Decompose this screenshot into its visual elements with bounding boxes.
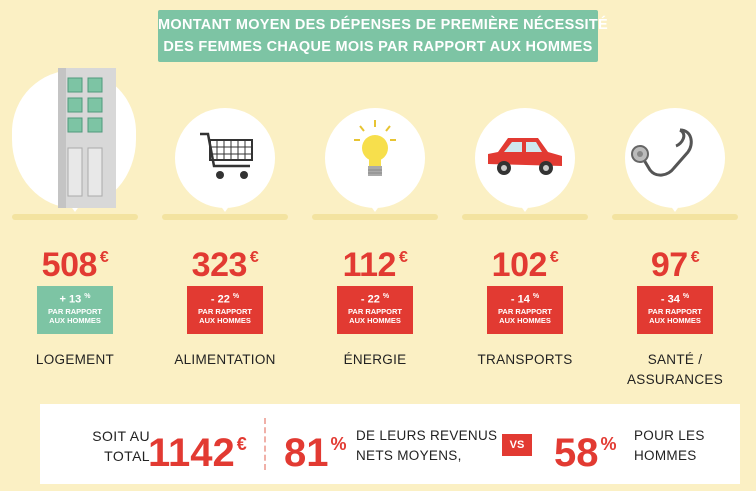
category-label: LOGEMENT	[35, 352, 115, 367]
light-bulb-icon	[354, 120, 396, 176]
amount: 508 €	[41, 246, 109, 284]
title-banner: MONTANT MOYEN DES DÉPENSES DE PREMIÈRE N…	[158, 10, 609, 62]
category-label: ALIMENTATION	[174, 352, 276, 367]
change-badge: - 22 % PAR RAPPORT AUX HOMMES	[187, 286, 263, 334]
amount: 97 €	[650, 246, 700, 284]
shopping-cart-icon	[200, 132, 253, 179]
total-amount: 1142 €	[148, 431, 247, 475]
change-badge: + 13 % PAR RAPPORT AUX HOMMES	[37, 286, 113, 334]
divider	[264, 418, 266, 470]
category-label: SANTÉ / ASSURANCES	[626, 352, 724, 387]
stethoscope-icon	[631, 128, 693, 177]
amount: 102 €	[491, 246, 559, 284]
building-icon	[58, 68, 116, 208]
change-badge: - 14 % PAR RAPPORT AUX HOMMES	[487, 286, 563, 334]
men-percentage: 58%	[554, 431, 617, 475]
change-badge: - 34 % PAR RAPPORT AUX HOMMES	[637, 286, 713, 334]
amount: 323 €	[191, 246, 259, 284]
car-icon	[488, 138, 562, 175]
icon-bubble	[175, 108, 275, 208]
women-percentage: 81%	[284, 431, 347, 475]
vs-badge: VS	[502, 434, 532, 456]
category-label: TRANSPORTS	[477, 352, 573, 367]
summary-panel: SOIT AU TOTAL 1142 € 81% DE LEURS REVENUS…	[40, 404, 740, 484]
change-badge: - 22 % PAR RAPPORT AUX HOMMES	[337, 286, 413, 334]
amount: 112 €	[342, 246, 408, 284]
title-line-1: MONTANT MOYEN DES DÉPENSES DE PREMIÈRE N…	[158, 17, 609, 33]
women-text: DE LEURS REVENUS NETS MOYENS,	[356, 428, 498, 463]
total-label: SOIT AU TOTAL	[92, 428, 150, 464]
title-line-2: DES FEMMES CHAQUE MOIS PAR RAPPORT AUX H…	[163, 39, 593, 55]
men-text: POUR LES HOMMES	[634, 428, 705, 463]
category-label: ÉNERGIE	[343, 352, 407, 367]
